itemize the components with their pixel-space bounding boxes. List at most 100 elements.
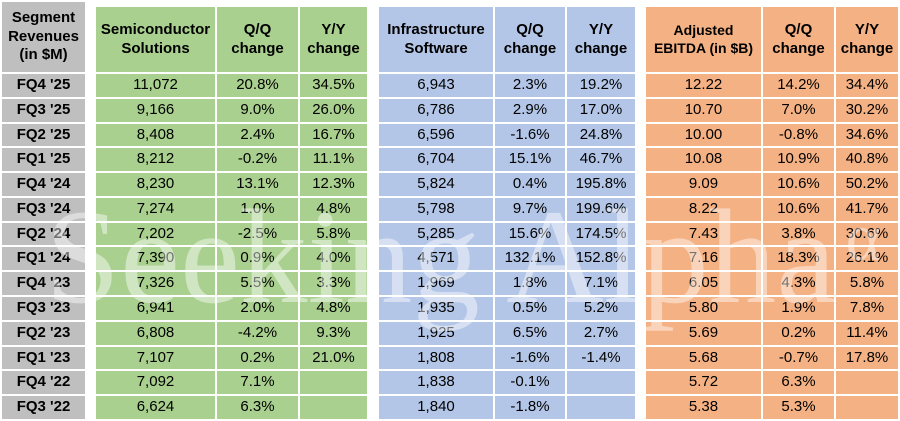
cell-semiconductor-yy-change: 21.0% — [300, 346, 367, 370]
cell-infrastructure-qq-change: 0.4% — [495, 173, 565, 196]
cell-infrastructure-yy-change — [567, 371, 635, 395]
header-ebitda-qq-change: Q/Q change — [763, 2, 834, 72]
cell-infrastructure-yy-change: 19.2% — [567, 74, 635, 97]
column-separator — [637, 223, 644, 246]
cell-infrastructure-qq-change: 1.8% — [495, 272, 565, 296]
cell-semiconductor-revenue: 8,230 — [96, 173, 215, 196]
column-separator — [369, 148, 377, 171]
column-separator — [369, 99, 377, 122]
cell-ebitda-value: 8.22 — [646, 197, 761, 221]
header-infrastructure-qq-change: Q/Q change — [495, 2, 565, 72]
cell-ebitda-yy-change: 34.4% — [836, 74, 898, 97]
cell-semiconductor-yy-change: 5.8% — [300, 222, 367, 246]
header-infrastructure-software: Infrastructure Software — [379, 2, 493, 72]
column-separator — [369, 223, 377, 246]
cell-infrastructure-yy-change: 24.8% — [567, 123, 635, 147]
column-separator — [637, 347, 644, 370]
cell-ebitda-value: 5.38 — [646, 396, 761, 419]
cell-infrastructure-qq-change: 132.1% — [495, 247, 565, 271]
cell-ebitda-qq-change: 6.3% — [763, 371, 834, 395]
column-separator — [637, 247, 644, 270]
cell-ebitda-qq-change: -0.7% — [763, 346, 834, 370]
table-row: FQ3 '23 6,941 2.0% 4.8% 1,935 0.5% 5.2% 5.80 1.9… — [2, 297, 898, 320]
cell-semiconductor-revenue: 9,166 — [96, 98, 215, 122]
cell-ebitda-qq-change: 10.6% — [763, 197, 834, 221]
cell-infrastructure-qq-change: 6.5% — [495, 321, 565, 345]
header-infrastructure-yy-change: Y/Y change — [567, 2, 635, 72]
column-separator — [369, 74, 377, 97]
cell-semiconductor-qq-change: 20.8% — [217, 74, 298, 97]
cell-semiconductor-yy-change — [300, 396, 367, 419]
cell-semiconductor-revenue: 8,408 — [96, 123, 215, 147]
cell-infrastructure-yy-change — [567, 396, 635, 419]
cell-semiconductor-yy-change — [300, 371, 367, 395]
header-semiconductor-yy-change: Y/Y change — [300, 2, 367, 72]
column-separator — [637, 148, 644, 171]
cell-ebitda-qq-change: 10.6% — [763, 173, 834, 196]
cell-infrastructure-revenue: 5,798 — [379, 197, 493, 221]
cell-semiconductor-revenue: 7,092 — [96, 371, 215, 395]
column-separator — [87, 223, 94, 246]
column-separator — [87, 247, 94, 270]
cell-infrastructure-qq-change: 15.1% — [495, 148, 565, 172]
cell-infrastructure-qq-change: 2.9% — [495, 98, 565, 122]
cell-ebitda-yy-change: 26.1% — [836, 247, 898, 271]
table-header-row: Segment Revenues (in $M) Semiconductor S… — [2, 2, 898, 72]
table-row: FQ2 '25 8,408 2.4% 16.7% 6,596 -1.6% 24.8% 10.0… — [2, 123, 898, 147]
column-separator — [637, 396, 644, 419]
cell-ebitda-qq-change: 10.9% — [763, 148, 834, 172]
table-row: FQ1 '24 7,390 0.9% 4.0% 4,571 132.1% 152.8% 7.1… — [2, 247, 898, 271]
cell-ebitda-yy-change: 11.4% — [836, 321, 898, 345]
cell-infrastructure-revenue: 6,786 — [379, 98, 493, 122]
row-label-quarter: FQ2 '23 — [2, 321, 85, 345]
cell-semiconductor-qq-change: 0.2% — [217, 346, 298, 370]
header-semiconductor-solutions: Semiconductor Solutions — [96, 2, 215, 72]
cell-ebitda-value: 10.08 — [646, 148, 761, 172]
cell-infrastructure-qq-change: -1.8% — [495, 396, 565, 419]
cell-semiconductor-revenue: 6,941 — [96, 297, 215, 320]
cell-ebitda-value: 10.00 — [646, 123, 761, 147]
row-label-quarter: FQ4 '25 — [2, 74, 85, 97]
column-separator — [637, 297, 644, 320]
cell-infrastructure-revenue: 6,596 — [379, 123, 493, 147]
cell-infrastructure-qq-change: 2.3% — [495, 74, 565, 97]
cell-semiconductor-yy-change: 4.0% — [300, 247, 367, 271]
cell-infrastructure-yy-change: 5.2% — [567, 297, 635, 320]
column-separator — [87, 322, 94, 345]
table-row: FQ4 '24 8,230 13.1% 12.3% 5,824 0.4% 195.8% 9.0… — [2, 173, 898, 196]
cell-ebitda-value: 6.05 — [646, 272, 761, 296]
cell-semiconductor-revenue: 7,202 — [96, 222, 215, 246]
cell-infrastructure-revenue: 4,571 — [379, 247, 493, 271]
cell-semiconductor-yy-change: 4.8% — [300, 197, 367, 221]
cell-ebitda-yy-change: 50.2% — [836, 173, 898, 196]
cell-ebitda-value: 5.72 — [646, 371, 761, 395]
cell-semiconductor-yy-change: 3.3% — [300, 272, 367, 296]
cell-semiconductor-qq-change: 1.0% — [217, 197, 298, 221]
cell-semiconductor-revenue: 8,212 — [96, 148, 215, 172]
column-separator — [637, 74, 644, 97]
column-separator — [369, 322, 377, 345]
cell-semiconductor-qq-change: 13.1% — [217, 173, 298, 196]
cell-infrastructure-revenue: 6,704 — [379, 148, 493, 172]
column-separator — [637, 198, 644, 221]
row-label-quarter: FQ1 '25 — [2, 148, 85, 172]
cell-semiconductor-qq-change: -0.2% — [217, 148, 298, 172]
column-separator — [369, 396, 377, 419]
cell-infrastructure-yy-change: 7.1% — [567, 272, 635, 296]
cell-semiconductor-yy-change: 34.5% — [300, 74, 367, 97]
cell-infrastructure-qq-change: -0.1% — [495, 371, 565, 395]
row-label-quarter: FQ4 '23 — [2, 272, 85, 296]
cell-semiconductor-revenue: 7,390 — [96, 247, 215, 271]
column-separator — [87, 148, 94, 171]
cell-semiconductor-qq-change: 7.1% — [217, 371, 298, 395]
cell-infrastructure-revenue: 1,838 — [379, 371, 493, 395]
cell-ebitda-yy-change — [836, 371, 898, 395]
cell-ebitda-qq-change: -0.8% — [763, 123, 834, 147]
column-separator — [637, 371, 644, 394]
column-separator — [369, 272, 377, 295]
column-separator — [369, 297, 377, 320]
column-separator — [87, 198, 94, 221]
cell-ebitda-value: 9.09 — [646, 173, 761, 196]
column-separator — [87, 396, 94, 419]
